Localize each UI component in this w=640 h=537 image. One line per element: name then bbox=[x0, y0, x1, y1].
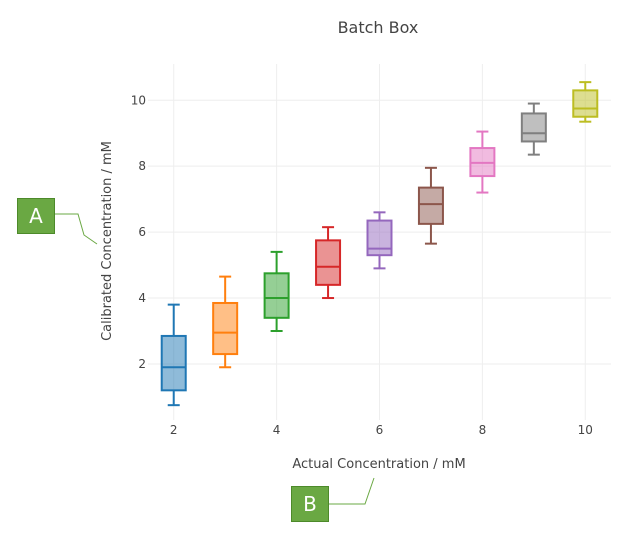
x-axis-title: Actual Concentration / mM bbox=[292, 457, 465, 472]
y-tick-label: 6 bbox=[138, 225, 146, 239]
iqr-box bbox=[572, 89, 599, 118]
box-6 bbox=[366, 211, 393, 270]
y-tick-labels: 2 4 6 8 10 bbox=[131, 93, 146, 371]
y-tick-label: 2 bbox=[138, 357, 146, 371]
iqr-box bbox=[263, 272, 290, 319]
box-4 bbox=[263, 250, 290, 332]
box-10 bbox=[572, 81, 599, 123]
callout-a-label: A bbox=[17, 198, 55, 234]
callout-b-label: B bbox=[291, 486, 329, 522]
x-tick-label: 4 bbox=[273, 423, 281, 437]
x-tick-label: 10 bbox=[578, 423, 593, 437]
x-tick-label: 6 bbox=[376, 423, 384, 437]
chart-title: Batch Box bbox=[338, 18, 419, 37]
callout-a-leader bbox=[54, 213, 98, 245]
iqr-box bbox=[160, 334, 187, 392]
iqr-box bbox=[366, 219, 393, 257]
boxes bbox=[160, 81, 599, 407]
y-axis-title: Calibrated Concentration / mM bbox=[100, 141, 115, 341]
x-tick-label: 2 bbox=[170, 423, 178, 437]
iqr-box bbox=[417, 186, 444, 225]
y-tick-label: 10 bbox=[131, 93, 146, 107]
iqr-box bbox=[520, 112, 547, 143]
box-8 bbox=[469, 130, 496, 194]
box-2 bbox=[160, 303, 187, 407]
x-tick-labels: 2 4 6 8 10 bbox=[170, 423, 593, 437]
iqr-box bbox=[315, 239, 342, 286]
box-5 bbox=[315, 226, 342, 300]
y-tick-label: 4 bbox=[138, 291, 146, 305]
x-tick-label: 8 bbox=[479, 423, 487, 437]
iqr-box bbox=[212, 301, 239, 356]
callout-b-leader bbox=[328, 477, 375, 505]
box-9 bbox=[520, 102, 547, 156]
box-3 bbox=[212, 275, 239, 369]
y-tick-label: 8 bbox=[138, 159, 146, 173]
box-7 bbox=[417, 166, 444, 245]
